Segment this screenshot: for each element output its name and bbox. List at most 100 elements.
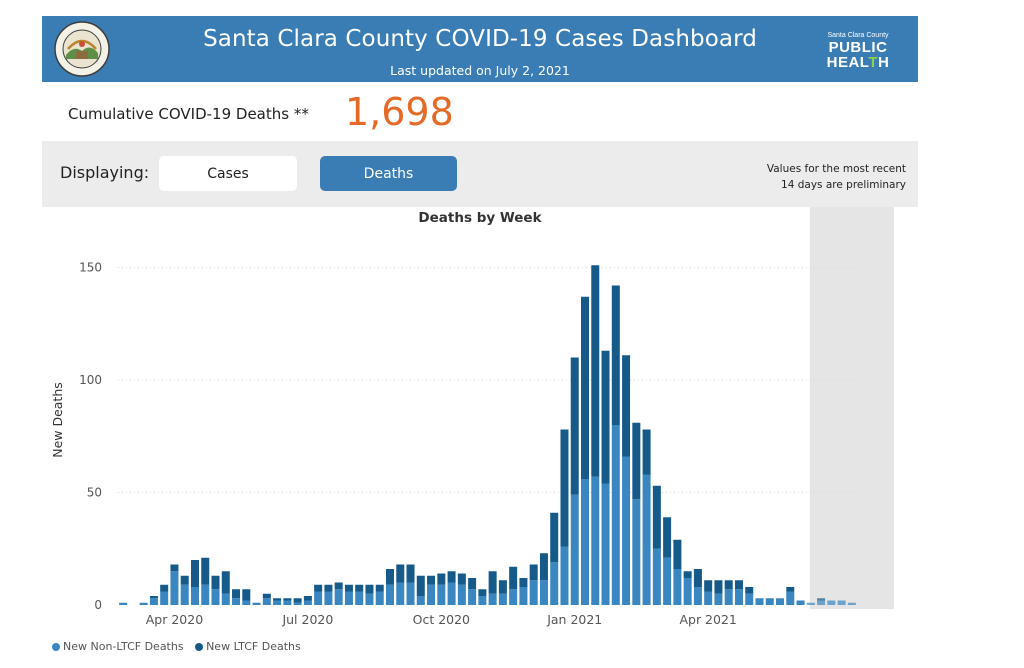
bar-non-ltcf[interactable] [365, 593, 374, 605]
bar-non-ltcf[interactable] [314, 591, 323, 606]
bar-non-ltcf[interactable] [652, 548, 661, 605]
bar-non-ltcf[interactable] [139, 602, 148, 605]
bar-non-ltcf[interactable] [375, 591, 384, 606]
bar-ltcf[interactable] [642, 429, 651, 475]
bar-non-ltcf[interactable] [488, 593, 497, 605]
bar-ltcf[interactable] [714, 580, 723, 594]
bar-ltcf[interactable] [724, 580, 733, 590]
bar-non-ltcf[interactable] [704, 591, 713, 606]
bar-non-ltcf[interactable] [221, 593, 230, 605]
bar-ltcf[interactable] [416, 575, 425, 596]
bar-non-ltcf[interactable] [262, 598, 271, 605]
bar-ltcf[interactable] [375, 584, 384, 592]
bar-non-ltcf[interactable] [817, 600, 826, 606]
bar-non-ltcf[interactable] [539, 580, 548, 605]
bar-non-ltcf[interactable] [447, 582, 456, 606]
bar-non-ltcf[interactable] [344, 591, 353, 606]
bar-ltcf[interactable] [601, 350, 610, 484]
bar-non-ltcf[interactable] [693, 587, 702, 605]
bar-non-ltcf[interactable] [837, 600, 846, 606]
bar-non-ltcf[interactable] [303, 600, 312, 606]
bar-ltcf[interactable] [355, 584, 364, 592]
bar-ltcf[interactable] [324, 584, 333, 592]
bar-ltcf[interactable] [303, 596, 312, 601]
bar-non-ltcf[interactable] [355, 591, 364, 606]
bar-ltcf[interactable] [232, 589, 241, 599]
bar-ltcf[interactable] [293, 598, 302, 603]
bar-ltcf[interactable] [211, 575, 220, 590]
bar-non-ltcf[interactable] [847, 602, 856, 605]
bar-non-ltcf[interactable] [283, 600, 292, 606]
bar-non-ltcf[interactable] [745, 593, 754, 605]
bar-non-ltcf[interactable] [273, 600, 282, 606]
bar-non-ltcf[interactable] [581, 479, 590, 605]
bar-non-ltcf[interactable] [468, 589, 477, 605]
bar-ltcf[interactable] [344, 584, 353, 592]
bar-non-ltcf[interactable] [550, 562, 559, 605]
bar-non-ltcf[interactable] [406, 582, 415, 606]
bar-non-ltcf[interactable] [324, 591, 333, 606]
bar-non-ltcf[interactable] [796, 600, 805, 606]
bar-non-ltcf[interactable] [663, 557, 672, 605]
bar-ltcf[interactable] [201, 557, 210, 585]
bar-non-ltcf[interactable] [478, 596, 487, 605]
bar-non-ltcf[interactable] [632, 499, 641, 605]
bar-ltcf[interactable] [437, 573, 446, 585]
bar-ltcf[interactable] [334, 582, 343, 590]
bar-ltcf[interactable] [488, 571, 497, 594]
bar-non-ltcf[interactable] [673, 569, 682, 605]
bar-ltcf[interactable] [365, 584, 374, 594]
bar-ltcf[interactable] [693, 569, 702, 587]
bar-ltcf[interactable] [652, 485, 661, 549]
bar-non-ltcf[interactable] [622, 456, 631, 606]
bar-ltcf[interactable] [273, 598, 282, 601]
bar-ltcf[interactable] [221, 571, 230, 594]
bar-non-ltcf[interactable] [437, 584, 446, 605]
bar-non-ltcf[interactable] [427, 584, 436, 605]
bar-non-ltcf[interactable] [498, 593, 507, 605]
bar-ltcf[interactable] [457, 573, 466, 585]
bar-ltcf[interactable] [663, 517, 672, 558]
bar-ltcf[interactable] [160, 584, 169, 592]
bar-non-ltcf[interactable] [683, 578, 692, 605]
bar-ltcf[interactable] [242, 589, 251, 601]
deaths-toggle-button[interactable]: Deaths [320, 156, 457, 191]
bar-non-ltcf[interactable] [293, 602, 302, 605]
bar-ltcf[interactable] [396, 564, 405, 583]
bar-ltcf[interactable] [745, 587, 754, 594]
bar-non-ltcf[interactable] [776, 598, 785, 605]
bar-non-ltcf[interactable] [180, 584, 189, 605]
bar-non-ltcf[interactable] [201, 584, 210, 605]
bar-non-ltcf[interactable] [119, 602, 128, 605]
bar-non-ltcf[interactable] [611, 425, 620, 605]
bar-ltcf[interactable] [550, 512, 559, 563]
bar-ltcf[interactable] [262, 593, 271, 599]
bar-ltcf[interactable] [529, 564, 538, 581]
bar-ltcf[interactable] [622, 355, 631, 457]
bar-ltcf[interactable] [591, 265, 600, 477]
bar-non-ltcf[interactable] [334, 589, 343, 605]
legend-item-ltcf[interactable]: New LTCF Deaths [195, 640, 301, 653]
bar-ltcf[interactable] [170, 564, 179, 572]
bar-non-ltcf[interactable] [724, 589, 733, 605]
bar-non-ltcf[interactable] [570, 494, 579, 605]
bar-non-ltcf[interactable] [806, 602, 815, 605]
bar-ltcf[interactable] [539, 553, 548, 581]
bar-non-ltcf[interactable] [457, 584, 466, 605]
bar-non-ltcf[interactable] [211, 589, 220, 605]
bar-ltcf[interactable] [734, 580, 743, 590]
bar-ltcf[interactable] [406, 564, 415, 583]
bar-non-ltcf[interactable] [755, 598, 764, 605]
bar-ltcf[interactable] [570, 357, 579, 495]
bar-ltcf[interactable] [385, 569, 394, 585]
bar-non-ltcf[interactable] [765, 598, 774, 605]
bar-non-ltcf[interactable] [170, 571, 179, 605]
bar-non-ltcf[interactable] [601, 483, 610, 606]
bar-ltcf[interactable] [498, 580, 507, 594]
bar-non-ltcf[interactable] [190, 587, 199, 605]
bar-non-ltcf[interactable] [252, 602, 261, 605]
bar-non-ltcf[interactable] [529, 580, 538, 605]
bar-non-ltcf[interactable] [827, 600, 836, 606]
bar-non-ltcf[interactable] [242, 600, 251, 606]
cases-toggle-button[interactable]: Cases [159, 156, 297, 191]
